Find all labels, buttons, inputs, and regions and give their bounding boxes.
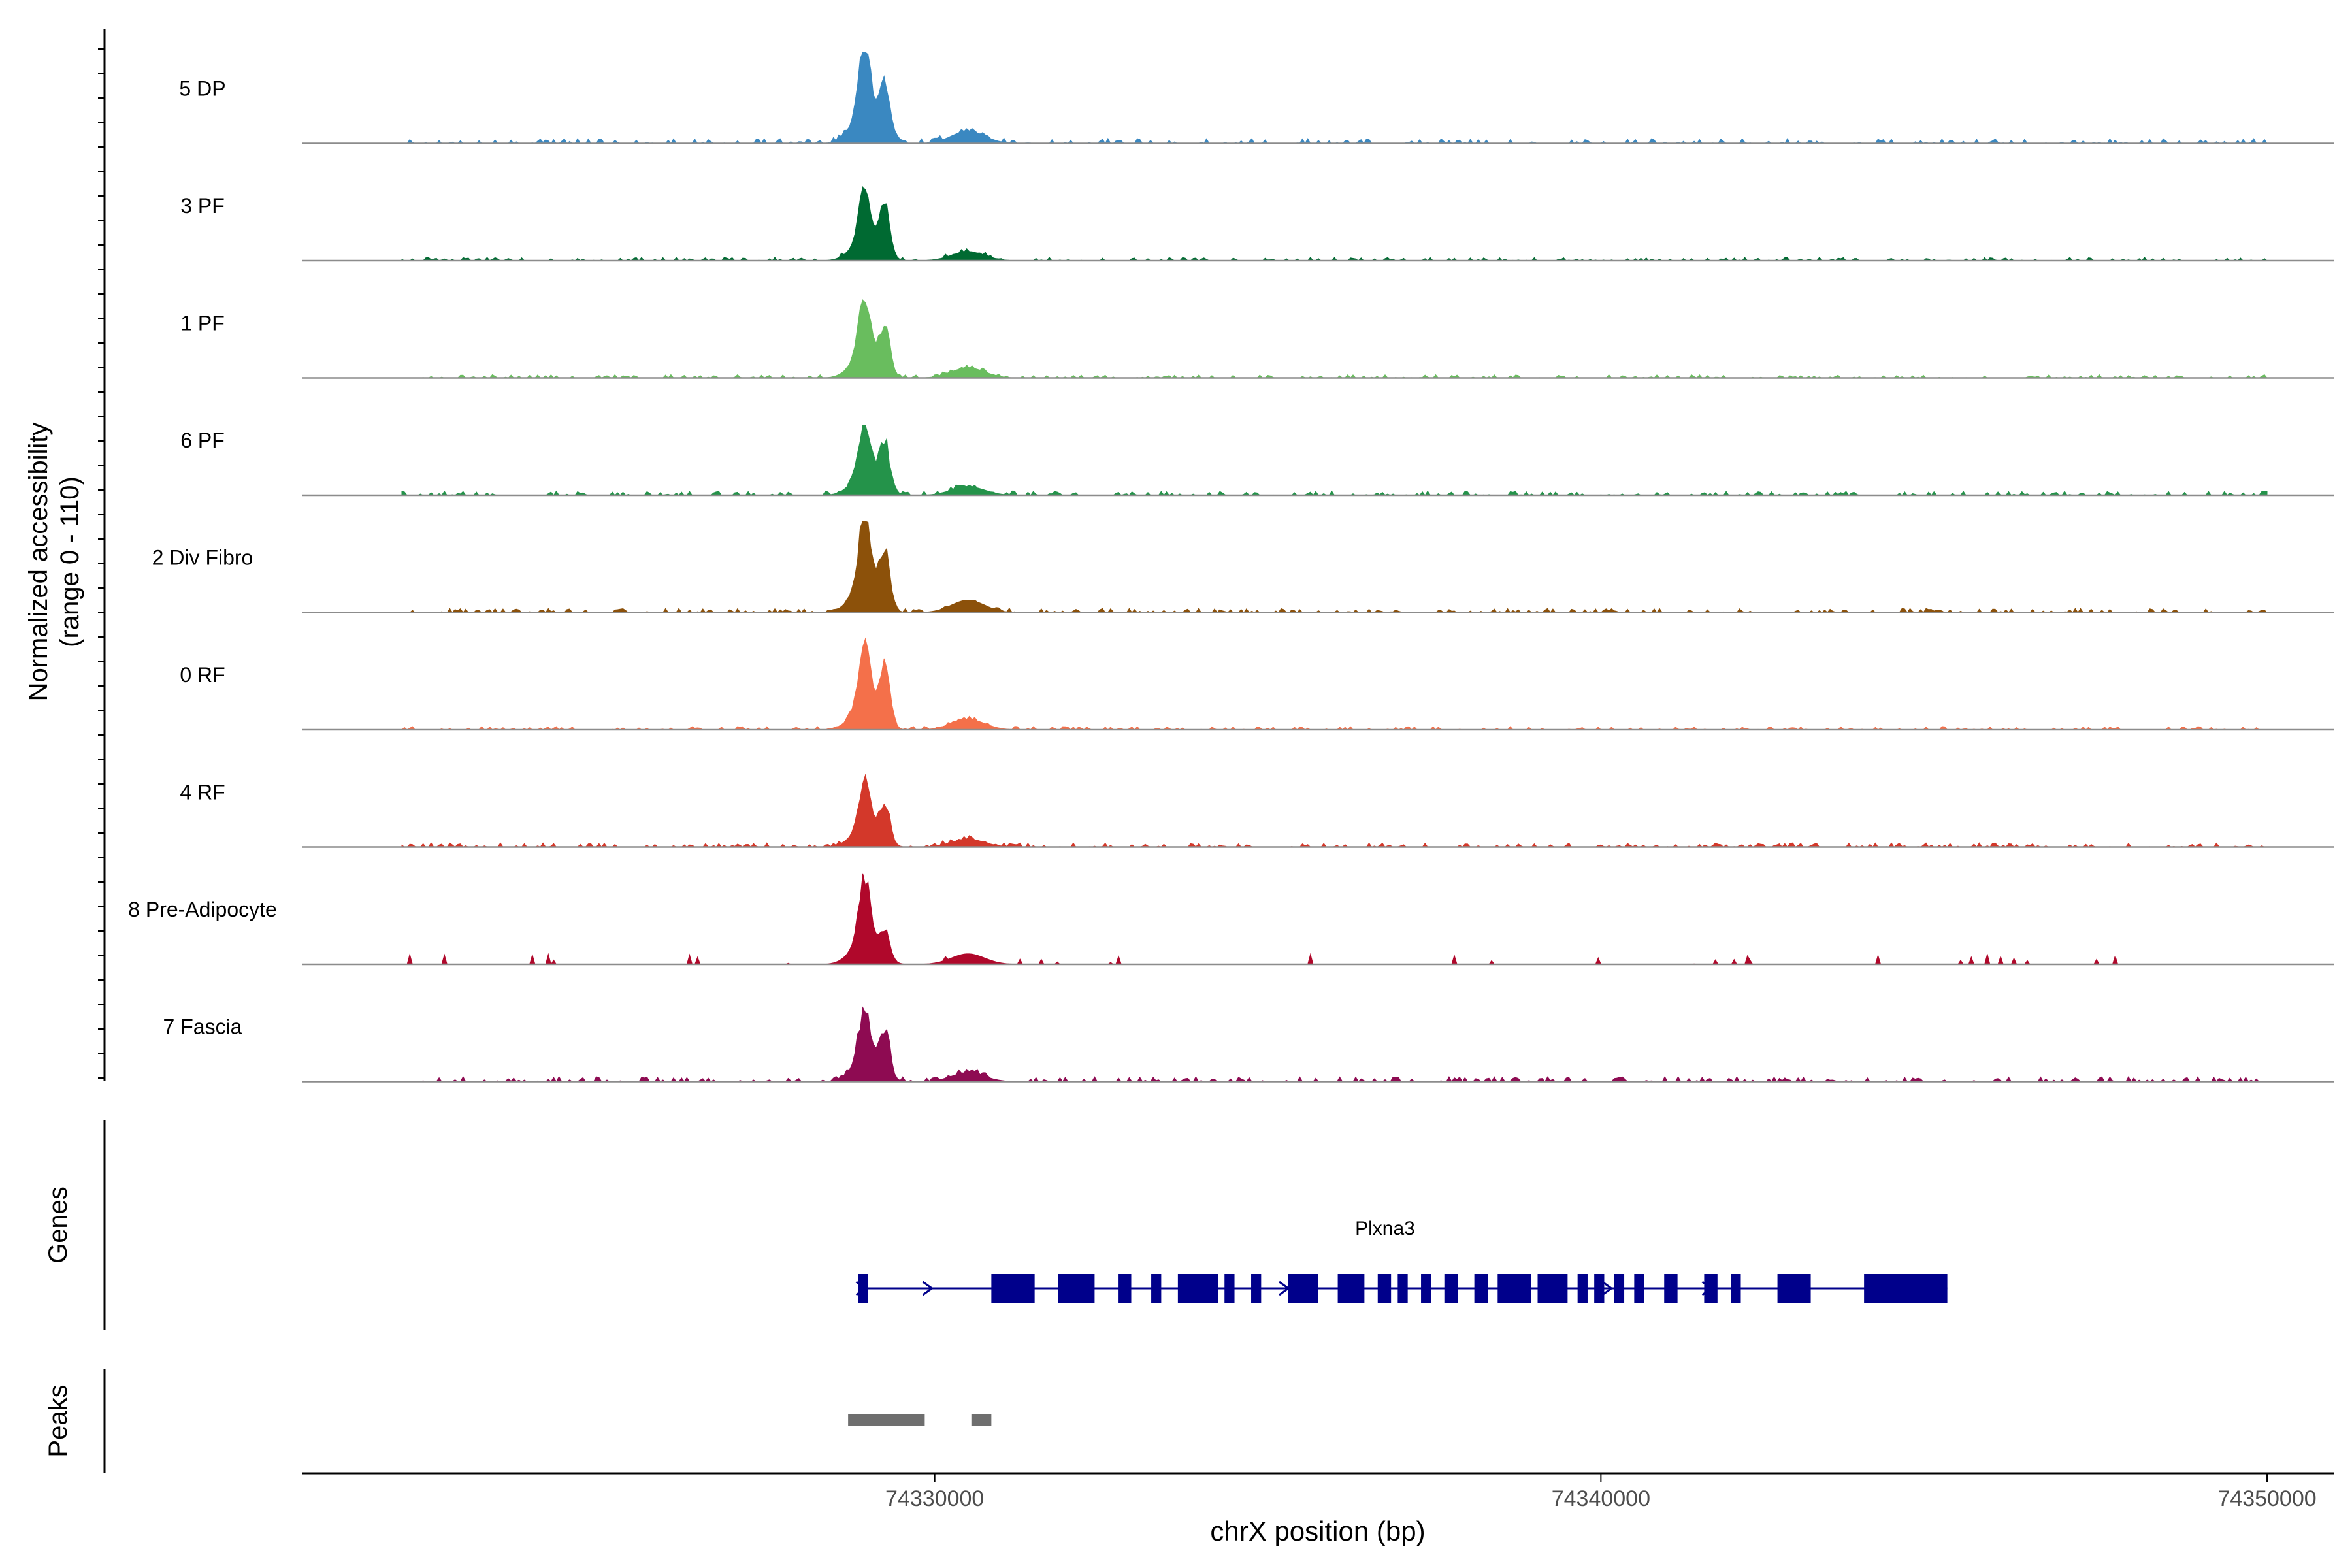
track-label: 8 Pre-Adipocyte [128,898,277,921]
coverage-area [402,52,2268,144]
x-tick-label: 74330000 [885,1486,984,1511]
x-axis-label: chrX position (bp) [1210,1516,1425,1546]
gene-exon [1731,1274,1741,1303]
track-5-dp: 5 DP [179,52,2334,144]
coverage-area [401,774,2268,848]
gene-exon [1421,1274,1431,1303]
peak-region [848,1414,925,1426]
coverage-area [401,424,2268,496]
y-axis-label-line1: Normalized accessibility [24,423,53,702]
gene-exon [1397,1274,1408,1303]
gene-exon [858,1274,868,1303]
gene-exon [1118,1274,1132,1303]
track-label: 4 RF [180,781,225,804]
gene-exon [1664,1274,1678,1303]
x-tick-label: 74350000 [2217,1486,2316,1511]
coverage-tracks: 5 DP 3 PF 1 PF 6 PF 2 Div Fibro 0 RF 4 RF 8 Pre… [128,52,2334,1083]
track-8-pre-adipocyte: 8 Pre-Adipocyte [128,873,2334,966]
gene-track [855,1274,1948,1303]
y-axis-accessibility [98,29,106,1081]
gene-exon [1594,1274,1605,1303]
peaks-track [848,1414,992,1426]
track-0-rf: 0 RF [180,637,2334,731]
gene-exon [1497,1274,1531,1303]
gene-exon [1058,1274,1095,1303]
gene-exon [1777,1274,1811,1303]
track-2-div-fibro: 2 Div Fibro [152,521,2334,613]
gene-exon [1337,1274,1365,1303]
track-label: 3 PF [180,194,225,218]
gene-exon [1444,1274,1458,1303]
gene-exon [1151,1274,1162,1303]
track-label: 5 DP [179,77,225,101]
coverage-area [400,637,2267,730]
gene-exon [1704,1274,1718,1303]
x-tick-label: 74340000 [1552,1486,1650,1511]
track-label: 7 Fascia [163,1015,242,1039]
x-axis: 74330000 74340000 74350000 [302,1472,2334,1511]
track-label: 6 PF [180,429,225,452]
peaks-label: Peaks [44,1384,73,1457]
coverage-area [402,521,2268,613]
gene-exon [1634,1274,1644,1303]
gene-name-label: Plxna3 [1355,1218,1415,1239]
track-1-pf: 1 PF [180,299,2334,379]
genes-label: Genes [44,1186,73,1264]
gene-exon [1474,1274,1488,1303]
track-7-fascia: 7 Fascia [163,1006,2334,1083]
track-6-pf: 6 PF [180,424,2334,497]
coverage-area [402,1006,2267,1083]
coverage-area [401,186,2268,261]
coverage-area [402,873,2267,966]
gene-exon [991,1274,1035,1303]
gene-exon [1614,1274,1625,1303]
strand-arrow [922,1281,934,1296]
track-3-pf: 3 PF [180,186,2334,262]
gene-exon [1377,1274,1392,1303]
coverage-area [402,299,2268,379]
track-4-rf: 4 RF [180,774,2334,848]
gene-exon [1224,1274,1235,1303]
gene-exon [1288,1274,1318,1303]
gene-exon [1537,1274,1568,1303]
track-label: 0 RF [180,663,225,687]
gene-exon [1251,1274,1262,1303]
strand-arrow [1601,1281,1614,1296]
track-label: 1 PF [180,312,225,335]
y-axis-label-line2: (range 0 - 110) [56,476,84,647]
gene-exon [1177,1274,1218,1303]
track-label: 2 Div Fibro [152,546,253,570]
peak-region [971,1414,992,1426]
gene-exon [1864,1274,1948,1303]
gene-exon [1577,1274,1588,1303]
